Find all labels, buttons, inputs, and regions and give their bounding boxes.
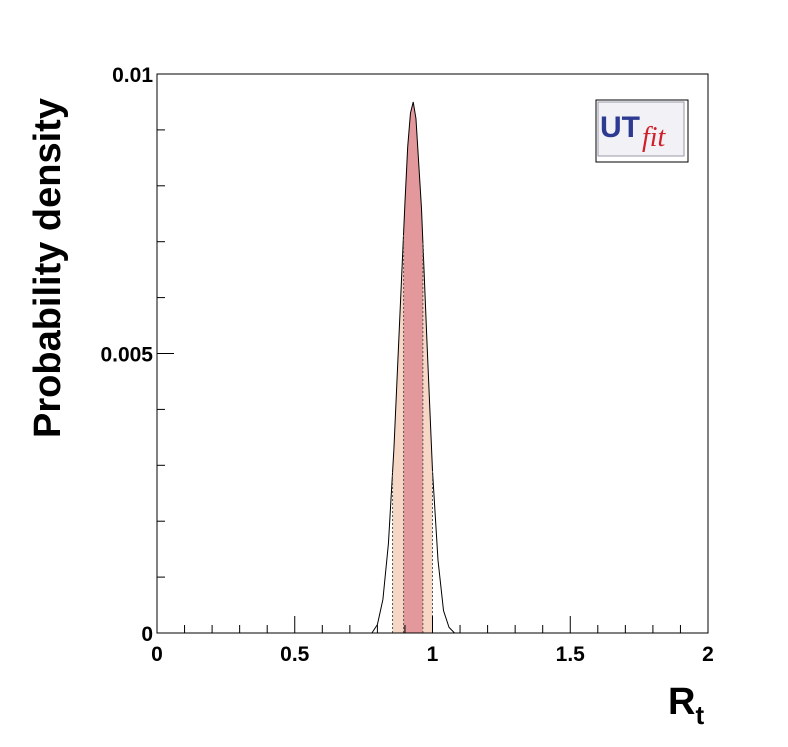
x-tick-label: 2 xyxy=(702,643,714,666)
x-axis-title-main: R xyxy=(668,681,695,723)
logo-text-fit: fit xyxy=(642,122,667,153)
interval-68-area xyxy=(403,101,423,633)
interval-68-band xyxy=(403,101,423,633)
x-axis-tick-labels: 0 0.5 1 1.5 2 xyxy=(151,643,714,666)
y-tick-label: 0 xyxy=(141,623,153,646)
y-axis-ticks xyxy=(157,73,174,634)
y-tick-label: 0.01 xyxy=(112,64,153,87)
x-axis-title: Rt xyxy=(668,681,704,730)
logo-panel xyxy=(597,101,685,157)
x-axis-title-subscript: t xyxy=(695,700,704,730)
y-axis-title: Probability density xyxy=(27,98,69,438)
interval-boundaries xyxy=(392,233,433,633)
x-tick-label: 1 xyxy=(427,643,439,666)
logo-text-ut: UT xyxy=(600,111,640,144)
y-axis-tick-labels: 0 0.005 0.01 xyxy=(100,64,153,646)
utfit-logo: UT fit xyxy=(595,99,689,163)
x-axis-ticks xyxy=(156,616,709,633)
density-curve-line xyxy=(371,101,455,634)
x-tick-label: 1.5 xyxy=(556,643,586,666)
density-curve xyxy=(371,101,455,634)
y-tick-label: 0.005 xyxy=(100,344,153,367)
x-tick-label: 0.5 xyxy=(280,643,310,666)
x-tick-label: 0 xyxy=(151,643,163,666)
